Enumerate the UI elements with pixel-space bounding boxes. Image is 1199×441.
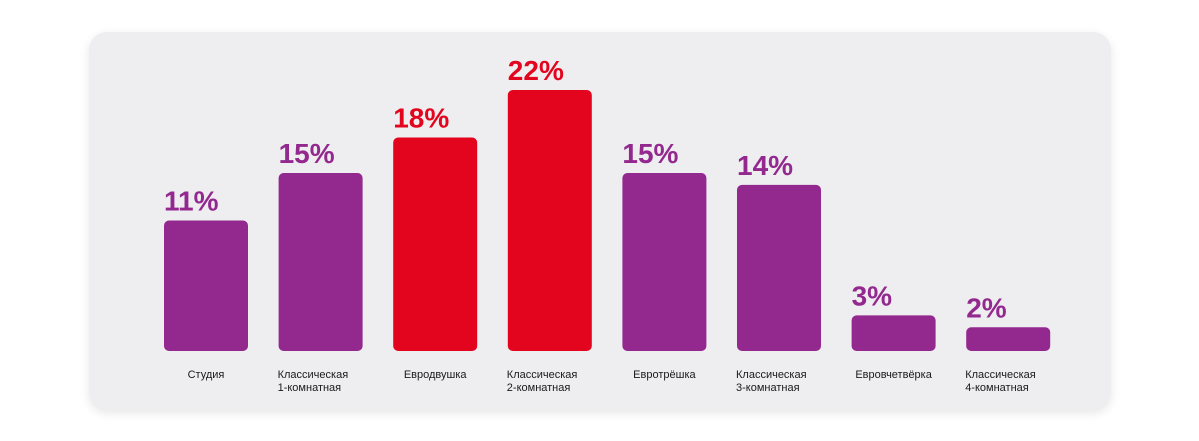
- bar-4: [622, 173, 707, 351]
- value-label-7: 2%: [966, 292, 1007, 323]
- value-label-1: 15%: [279, 138, 335, 169]
- category-label-7: Классическая 4-комнатная: [965, 369, 1036, 394]
- category-label-0: Студия: [188, 369, 225, 381]
- category-label-3: Классическая 2-комнатная: [507, 369, 578, 394]
- bar-3: [507, 90, 592, 351]
- value-label-3: 22%: [508, 55, 564, 86]
- bar-5: [737, 184, 821, 351]
- category-label-6: Евровчетвёрка: [855, 369, 932, 381]
- bar-7: [966, 327, 1051, 351]
- value-label-0: 11%: [164, 186, 219, 217]
- chart-card: [89, 32, 1111, 410]
- category-label-2: Евродвушка: [404, 369, 468, 381]
- bar-6: [851, 315, 936, 351]
- value-label-2: 18%: [393, 103, 449, 134]
- bar-2: [393, 137, 478, 351]
- category-label-5: Классическая 3-комнатная: [736, 369, 807, 394]
- bar-0: [164, 220, 248, 351]
- value-label-4: 15%: [622, 138, 678, 169]
- category-label-1: Классическая 1-комнатная: [278, 369, 349, 394]
- bar-1: [278, 173, 363, 351]
- value-label-6: 3%: [852, 280, 893, 311]
- category-label-4: Евротрёшка: [633, 369, 696, 381]
- value-label-5: 14%: [737, 150, 793, 181]
